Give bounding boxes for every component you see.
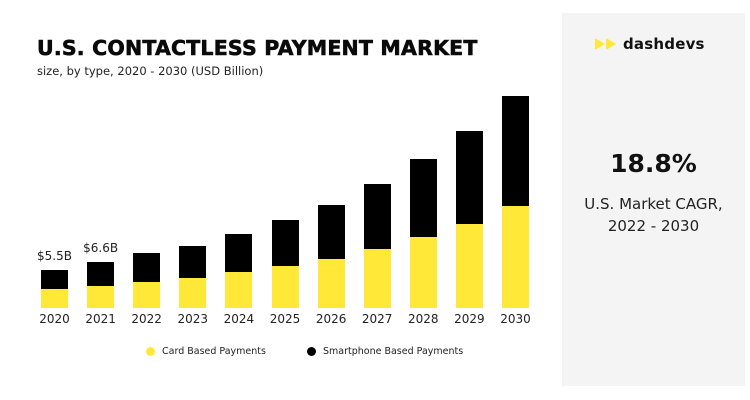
x-tick-label: 2021 [85, 312, 116, 326]
bar-2028 [409, 158, 437, 308]
legend: Card Based Payments Smartphone Based Pay… [146, 346, 504, 357]
bar-segment-card [271, 265, 299, 308]
bar-segment-card [502, 205, 529, 308]
bar-2022 [133, 253, 161, 308]
bar-segment-smartphone [133, 253, 161, 282]
smartphone-legend-dot-icon [306, 347, 316, 356]
stacked-bar-chart: U.S. CONTACTLESS PAYMENT MARKET size, by… [37, 36, 531, 357]
bar-segment-card [87, 285, 115, 308]
bar-segment-smartphone [363, 184, 391, 249]
cagr-label-line1: U.S. Market CAGR, [584, 195, 723, 213]
bar-segment-card [225, 272, 253, 308]
chart-subtitle: size, by type, 2020 - 2030 (USD Billion) [37, 64, 264, 78]
x-tick-label: 2023 [177, 312, 209, 326]
chart-title: U.S. CONTACTLESS PAYMENT MARKET [37, 36, 478, 61]
bar-segment-smartphone [502, 95, 529, 206]
bar-segment-smartphone [225, 234, 253, 273]
bar-segment-smartphone [455, 131, 483, 224]
bar-segment-card [179, 277, 207, 308]
cagr-value: 18.8% [610, 149, 697, 178]
bar-segment-smartphone [87, 262, 115, 286]
bar-segment-smartphone [41, 270, 68, 289]
x-tick-label: 2027 [361, 312, 393, 326]
x-tick-label: 2024 [223, 312, 255, 326]
x-tick-label: 2028 [408, 312, 439, 326]
brand-name: dashdevs [623, 35, 705, 53]
legend-label-smartphone: Smartphone Based Payments [322, 346, 464, 357]
bar-2021 [87, 262, 115, 308]
x-tick-label: 2025 [269, 312, 301, 326]
legend-item-card: Card Based Payments [146, 346, 266, 357]
bar-segment-smartphone [179, 245, 207, 278]
bar-2023 [179, 245, 207, 308]
double-play-icon [595, 38, 617, 50]
card-legend-dot-icon [146, 347, 155, 356]
legend-item-smartphone: Smartphone Based Payments [306, 346, 464, 357]
x-tick-label: 2026 [315, 312, 347, 326]
value-label: $6.6B [83, 241, 119, 256]
bar-segment-card [455, 223, 483, 308]
bar-segment-smartphone [317, 205, 345, 259]
bar-segment-card [317, 258, 345, 308]
x-tick-label: 2022 [131, 312, 162, 326]
bar-2030 [502, 95, 529, 308]
legend-label-card: Card Based Payments [162, 346, 266, 357]
bar-segment-card [133, 281, 161, 308]
cagr-label: U.S. Market CAGR, 2022 - 2030 [562, 193, 745, 237]
bar-segment-card [409, 236, 437, 308]
x-tick-label: 2030 [500, 312, 531, 326]
bar-2024 [225, 234, 253, 308]
bar-2027 [363, 184, 391, 308]
bar-segment-card [363, 248, 391, 308]
value-label: $5.5B [37, 249, 72, 263]
bar-2025 [271, 219, 299, 308]
brand-logo: dashdevs [595, 35, 705, 53]
bar-2020 [41, 270, 68, 308]
bar-2029 [455, 131, 483, 308]
x-tick-label: 2029 [454, 312, 485, 326]
bar-2026 [317, 205, 345, 308]
bar-segment-card [41, 288, 68, 308]
cagr-label-line2: 2022 - 2030 [607, 217, 700, 235]
x-tick-label: 2020 [39, 312, 70, 326]
bar-segment-smartphone [271, 219, 299, 266]
cagr-panel: dashdevs 18.8% U.S. Market CAGR, 2022 - … [562, 13, 745, 386]
bar-segment-smartphone [409, 158, 437, 237]
